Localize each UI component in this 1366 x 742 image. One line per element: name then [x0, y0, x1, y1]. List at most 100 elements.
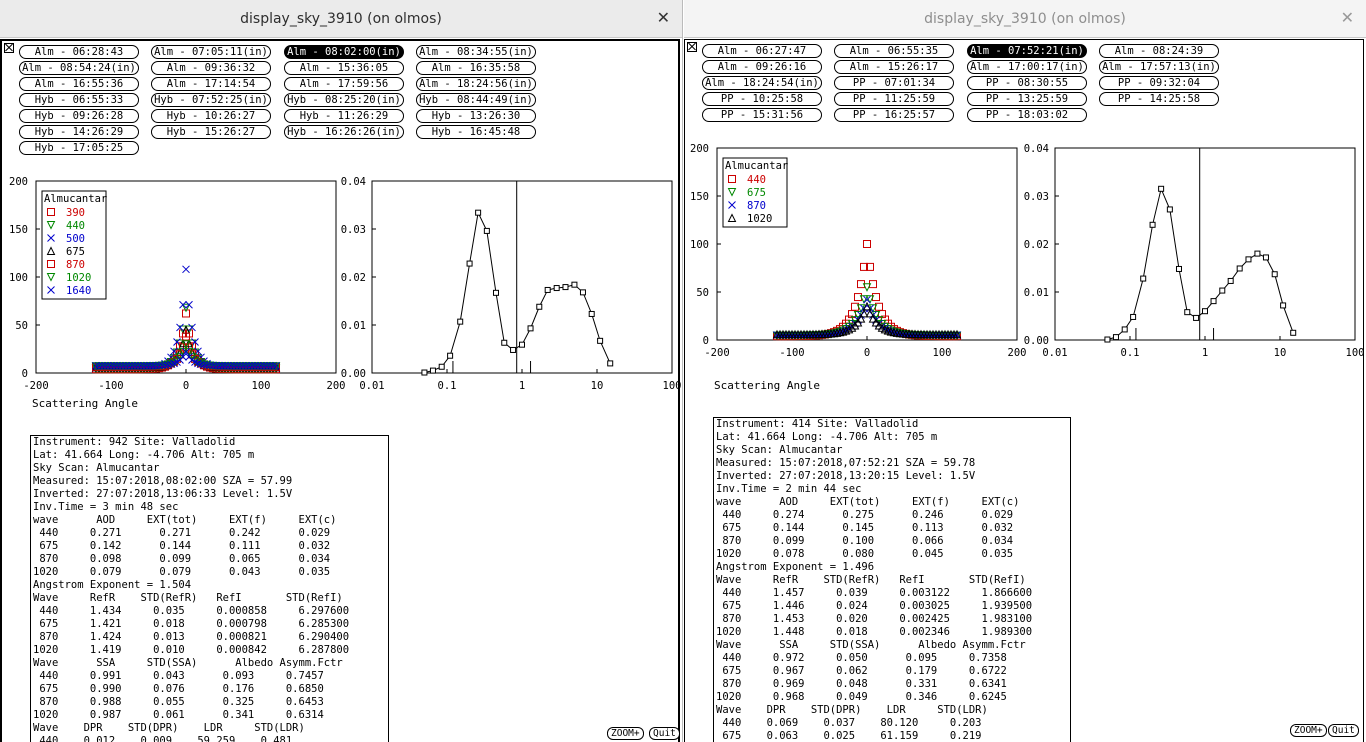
zoom-button[interactable]: ZOOM+: [607, 727, 644, 740]
scan-button[interactable]: Hyb - 14:26:29: [19, 125, 139, 139]
data-point: [1166, 206, 1173, 213]
legend-label: 1640: [66, 285, 91, 297]
scan-button[interactable]: PP - 08:30:55: [967, 76, 1087, 90]
scan-button[interactable]: Hyb - 16:45:48: [416, 125, 536, 139]
scan-button[interactable]: Alm - 08:24:39: [1099, 44, 1219, 58]
scan-button[interactable]: Alm - 16:55:36: [19, 77, 139, 91]
scan-button[interactable]: Alm - 08:02:00(in): [284, 45, 404, 59]
retrieval-info-panel: Instrument: 414 Site: Valladolid Lat: 41.…: [713, 417, 1071, 742]
scan-button[interactable]: Hyb - 15:26:27: [151, 125, 271, 139]
scan-button[interactable]: Alm - 06:28:43: [19, 45, 139, 59]
quit-button[interactable]: Quit: [1328, 724, 1359, 737]
y-tick-label: 200: [9, 176, 28, 188]
scan-button[interactable]: Alm - 16:35:58: [416, 61, 536, 75]
legend-label: 440: [747, 174, 766, 186]
data-point: [728, 201, 736, 209]
y-tick-label: 0.04: [341, 176, 366, 188]
data-point: [1210, 298, 1217, 305]
corner-close-icon[interactable]: [4, 43, 14, 53]
scan-button[interactable]: Hyb - 08:44:49(in): [416, 93, 536, 107]
scan-button[interactable]: Alm - 15:36:05: [284, 61, 404, 75]
plot-frame: Alm - 06:27:47 Alm - 06:55:35 Alm - 07:52:…: [684, 39, 1364, 742]
scan-button[interactable]: Hyb - 17:05:25: [19, 141, 139, 155]
scan-button[interactable]: PP - 16:25:57: [834, 108, 954, 122]
data-point: [251, 361, 259, 370]
data-point: [832, 328, 842, 337]
scan-button[interactable]: PP - 09:32:04: [1099, 76, 1219, 90]
data-point: [143, 361, 151, 370]
y-tick-label: 0: [22, 368, 28, 380]
scan-button[interactable]: PP - 13:25:59: [967, 92, 1087, 106]
corner-close-icon[interactable]: [687, 42, 697, 52]
scan-button[interactable]: Alm - 08:34:55(in): [416, 45, 536, 59]
scan-button[interactable]: Hyb - 16:26:26(in): [284, 125, 404, 139]
data-point: [185, 300, 193, 309]
info-line: Instrument: 414 Site: Valladolid: [716, 418, 919, 430]
scan-button[interactable]: Alm - 17:14:54: [151, 77, 271, 91]
scan-button[interactable]: Alm - 06:27:47: [702, 44, 822, 58]
data-point: [854, 293, 862, 302]
legend-label: 390: [66, 207, 85, 219]
scan-button[interactable]: Alm - 08:54:24(in): [19, 61, 139, 75]
info-line: wave AOD EXT(tot) EXT(f) EXT(c): [716, 496, 1020, 508]
scan-button[interactable]: PP - 07:01:34: [834, 76, 954, 90]
scan-button[interactable]: Hyb - 08:25:20(in): [284, 93, 404, 107]
info-line: Angstrom Exponent = 1.504: [33, 579, 192, 591]
close-icon[interactable]: ✕: [656, 8, 670, 27]
scan-button[interactable]: PP - 11:25:59: [834, 92, 954, 106]
scan-button[interactable]: Alm - 09:36:32: [151, 61, 271, 75]
scan-button[interactable]: Alm - 07:52:21(in): [967, 44, 1087, 58]
scan-button[interactable]: Hyb - 07:52:25(in): [151, 93, 271, 107]
info-line: 1020 0.987 0.061 0.341 0.6314: [33, 709, 324, 721]
distribution-line: [1107, 187, 1294, 341]
info-line: Inv.Time = 3 min 48 sec: [33, 501, 179, 513]
scan-button[interactable]: Alm - 18:24:54(in): [702, 76, 822, 90]
x-tick-label: 0.01: [359, 380, 384, 392]
info-line: Angstrom Exponent = 1.496: [716, 561, 875, 573]
scan-button[interactable]: PP - 15:31:56: [702, 108, 822, 122]
info-line: 870 1.424 0.013 0.000821 6.290400: [33, 631, 350, 643]
size-distribution-plot: 0.000.010.020.030.040.01 0.1 1 10 100: [341, 176, 682, 392]
y-tick-label: 50: [15, 320, 28, 332]
close-icon[interactable]: ✕: [1340, 8, 1354, 27]
data-point: [519, 341, 525, 348]
x-tick-label: 0: [864, 347, 870, 359]
data-point: [447, 352, 454, 359]
scan-button[interactable]: Hyb - 09:26:28: [19, 109, 139, 123]
data-point: [212, 361, 220, 370]
data-point: [47, 234, 55, 242]
scan-button[interactable]: Hyb - 11:26:29: [284, 109, 404, 123]
data-point: [215, 361, 223, 370]
scan-button[interactable]: Alm - 17:57:13(in): [1099, 60, 1219, 74]
sky-radiance-plot: 0 50 100 150 200 -200 -100 0 100 200 Almucantar 440…: [690, 143, 1026, 359]
scan-button[interactable]: Hyb - 10:26:27: [151, 109, 271, 123]
data-point: [872, 293, 880, 302]
scan-button[interactable]: Alm - 07:05:11(in): [151, 45, 271, 59]
window-title-bar[interactable]: display_sky_3910 (on olmos) ✕: [684, 0, 1366, 38]
info-line: 870 0.969 0.048 0.331 0.6341: [716, 678, 1007, 690]
data-point: [182, 265, 190, 274]
legend-label: 870: [747, 200, 766, 212]
scan-button[interactable]: Alm - 17:00:17(in): [967, 60, 1087, 74]
quit-button[interactable]: Quit: [649, 727, 680, 740]
scan-button[interactable]: Hyb - 06:55:33: [19, 93, 139, 107]
scan-button[interactable]: Alm - 09:26:16: [702, 60, 822, 74]
data-point: [140, 361, 148, 370]
scan-button[interactable]: Alm - 06:55:35: [834, 44, 954, 58]
info-line: Inverted: 27:07:2018,13:20:15 Level: 1.5…: [716, 470, 976, 482]
scan-button[interactable]: PP - 14:25:58: [1099, 92, 1219, 106]
x-tick-label: -100: [779, 347, 804, 359]
scan-button[interactable]: Hyb - 13:26:30: [416, 109, 536, 123]
scan-button[interactable]: Alm - 17:59:56: [284, 77, 404, 91]
zoom-button[interactable]: ZOOM+: [1290, 724, 1327, 737]
scan-button[interactable]: Alm - 15:26:17: [834, 60, 954, 74]
scan-button[interactable]: Alm - 18:24:56(in): [416, 77, 536, 91]
data-point: [856, 313, 866, 323]
window-title-bar[interactable]: display_sky_3910 (on olmos) ✕: [0, 0, 682, 38]
data-point: [865, 308, 875, 318]
info-line: 870 0.099 0.100 0.066 0.034: [716, 535, 1014, 547]
info-line: 675 0.142 0.144 0.111 0.032: [33, 540, 331, 552]
scan-button[interactable]: PP - 18:03:02: [967, 108, 1087, 122]
data-point: [181, 340, 191, 349]
scan-button[interactable]: PP - 10:25:58: [702, 92, 822, 106]
